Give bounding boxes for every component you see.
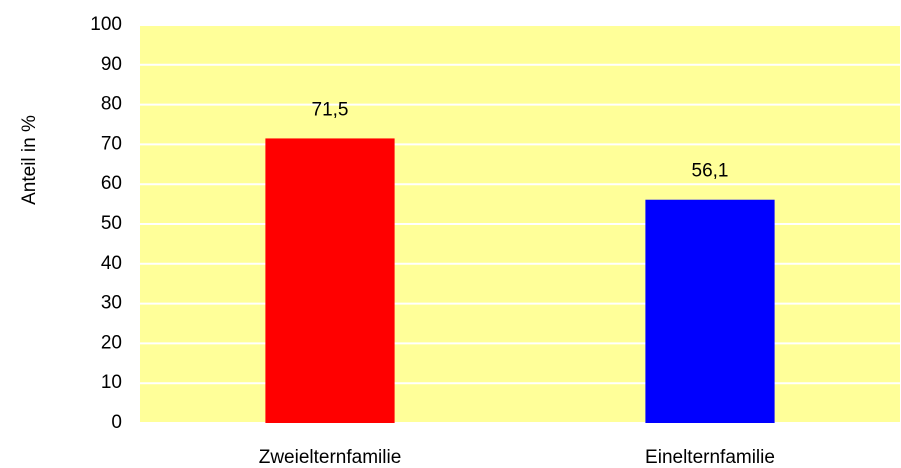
- bar: [645, 199, 775, 423]
- y-tick-label: 90: [101, 54, 122, 75]
- y-tick-label: 70: [101, 133, 122, 154]
- y-tick-label: 0: [111, 412, 122, 433]
- y-tick-label: 80: [101, 94, 122, 115]
- y-tick-label: 60: [101, 173, 122, 194]
- y-tick-label: 20: [101, 332, 122, 353]
- bar: [265, 138, 395, 423]
- data-label: 71,5: [312, 99, 349, 120]
- y-tick-label: 10: [101, 372, 122, 393]
- y-tick-label: 50: [101, 213, 122, 234]
- x-tick-label: Zweielternfamilie: [259, 447, 402, 468]
- y-tick-label: 30: [101, 293, 122, 314]
- y-tick-label: 100: [90, 14, 122, 35]
- x-tick-label: Einelternfamilie: [645, 447, 775, 468]
- data-label: 56,1: [692, 161, 729, 182]
- y-tick-label: 40: [101, 253, 122, 274]
- y-axis-label: Anteil in %: [19, 115, 40, 205]
